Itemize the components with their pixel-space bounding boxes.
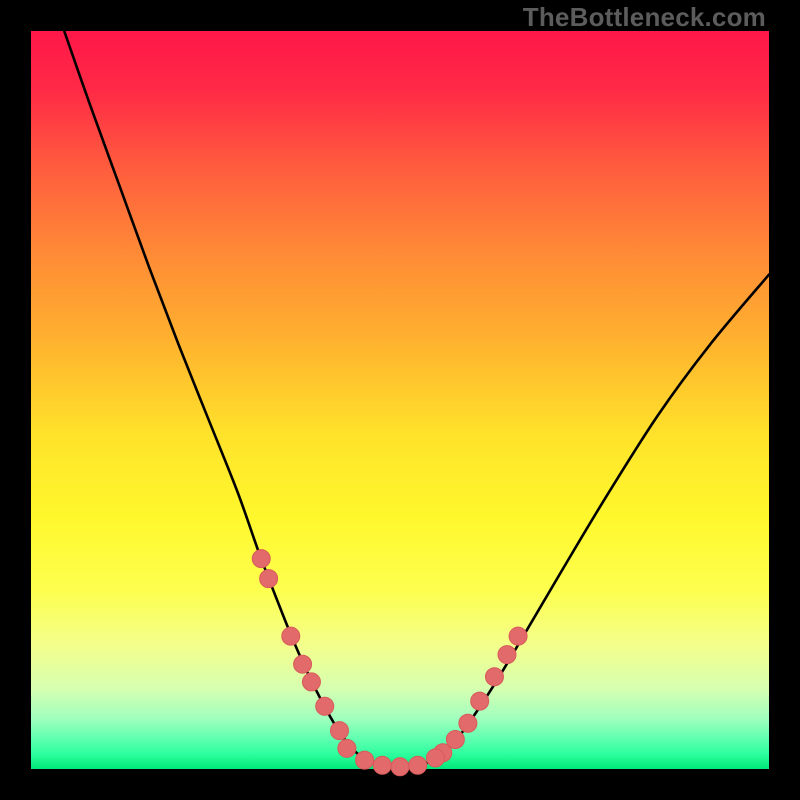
data-point	[459, 714, 477, 732]
data-point	[260, 570, 278, 588]
data-point	[330, 722, 348, 740]
dots-bottom-cluster	[338, 739, 445, 775]
data-point	[373, 756, 391, 774]
data-point	[485, 668, 503, 686]
data-point	[471, 692, 489, 710]
plot-area	[31, 31, 769, 769]
data-point	[426, 749, 444, 767]
data-point	[391, 758, 409, 776]
data-point	[509, 627, 527, 645]
data-point	[282, 627, 300, 645]
data-point	[302, 673, 320, 691]
data-point	[252, 550, 270, 568]
curve-layer	[31, 31, 769, 769]
watermark-text: TheBottleneck.com	[523, 2, 766, 33]
dots-right-branch	[434, 627, 527, 762]
dots-left-branch	[252, 550, 348, 740]
data-point	[356, 751, 374, 769]
black-frame	[0, 0, 800, 800]
data-point	[294, 655, 312, 673]
data-point	[498, 646, 516, 664]
v-curve-line	[64, 31, 769, 767]
data-point	[446, 730, 464, 748]
data-point	[316, 697, 334, 715]
data-point	[409, 756, 427, 774]
data-point	[338, 739, 356, 757]
